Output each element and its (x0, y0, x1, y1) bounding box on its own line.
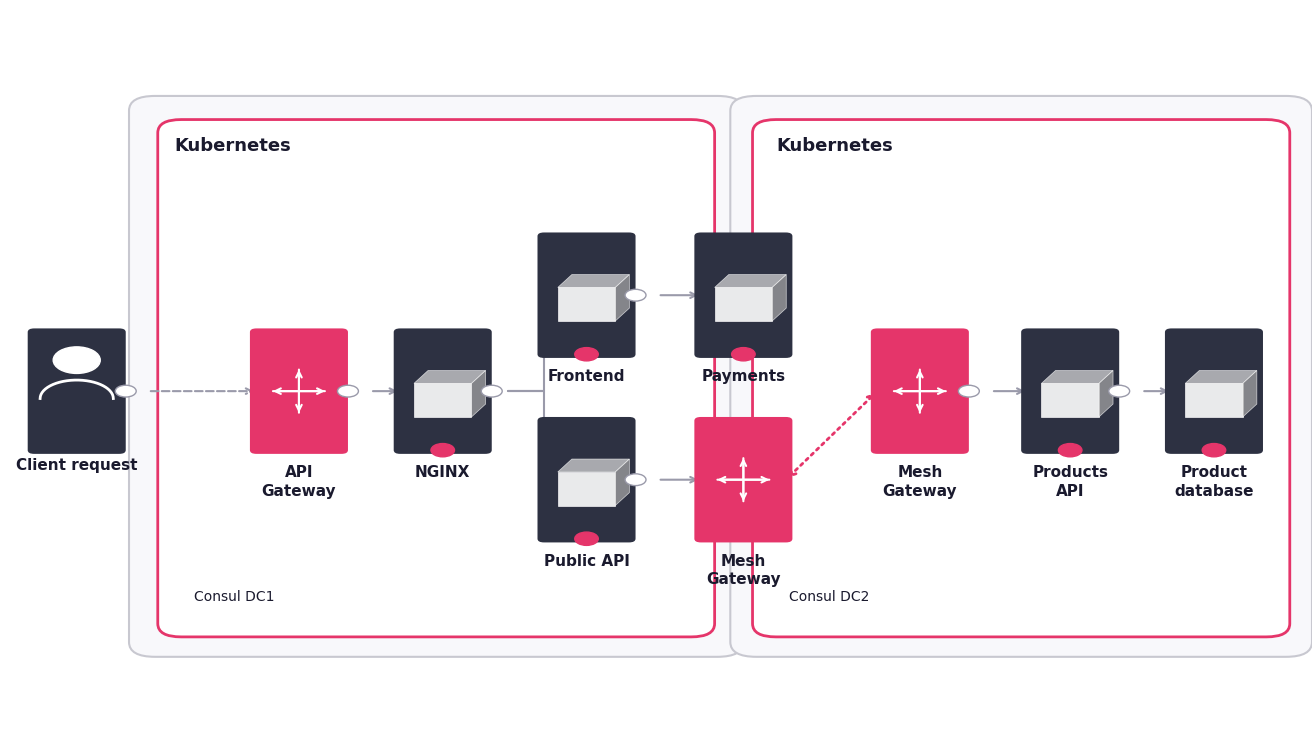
Circle shape (575, 348, 598, 361)
Text: API
Gateway: API Gateway (261, 465, 336, 499)
FancyBboxPatch shape (871, 328, 968, 454)
FancyBboxPatch shape (694, 232, 792, 358)
Circle shape (1059, 444, 1082, 457)
Circle shape (625, 289, 646, 301)
Text: Kubernetes: Kubernetes (174, 137, 291, 155)
Polygon shape (558, 288, 615, 321)
Circle shape (54, 347, 100, 373)
Text: Products
API: Products API (1033, 465, 1109, 499)
Circle shape (732, 348, 756, 361)
Circle shape (337, 385, 358, 397)
Polygon shape (471, 370, 485, 417)
Polygon shape (1185, 370, 1257, 384)
FancyBboxPatch shape (538, 232, 635, 358)
Circle shape (115, 385, 136, 397)
Circle shape (430, 444, 454, 457)
FancyBboxPatch shape (129, 96, 744, 657)
FancyBboxPatch shape (1021, 328, 1119, 454)
Circle shape (482, 385, 502, 397)
FancyBboxPatch shape (157, 120, 715, 637)
FancyBboxPatch shape (1165, 328, 1263, 454)
Polygon shape (1099, 370, 1113, 417)
Polygon shape (1042, 370, 1113, 384)
Text: Consul DC2: Consul DC2 (789, 590, 870, 604)
Polygon shape (558, 472, 615, 506)
Polygon shape (415, 384, 471, 417)
Polygon shape (615, 275, 630, 321)
Polygon shape (558, 459, 630, 472)
Text: Consul DC1: Consul DC1 (194, 590, 276, 604)
Polygon shape (715, 275, 786, 288)
Polygon shape (773, 275, 786, 321)
Text: Mesh
Gateway: Mesh Gateway (883, 465, 958, 499)
Polygon shape (615, 459, 630, 506)
Polygon shape (1042, 384, 1099, 417)
Text: Public API: Public API (543, 554, 630, 568)
Circle shape (1109, 385, 1130, 397)
Circle shape (1202, 444, 1225, 457)
FancyBboxPatch shape (249, 328, 348, 454)
Polygon shape (1242, 370, 1257, 417)
FancyBboxPatch shape (753, 120, 1290, 637)
Text: Frontend: Frontend (548, 369, 626, 384)
Circle shape (625, 474, 646, 486)
Polygon shape (558, 275, 630, 288)
Text: Payments: Payments (702, 369, 786, 384)
Text: NGINX: NGINX (415, 465, 471, 480)
FancyBboxPatch shape (694, 417, 792, 542)
Text: Product
database: Product database (1174, 465, 1254, 499)
FancyBboxPatch shape (538, 417, 635, 542)
Text: Client request: Client request (16, 458, 138, 472)
Polygon shape (415, 370, 485, 384)
Circle shape (958, 385, 979, 397)
Circle shape (575, 532, 598, 545)
FancyBboxPatch shape (731, 96, 1312, 657)
FancyBboxPatch shape (28, 328, 126, 454)
Polygon shape (1185, 384, 1242, 417)
Text: Kubernetes: Kubernetes (777, 137, 892, 155)
Text: Mesh
Gateway: Mesh Gateway (706, 554, 781, 587)
FancyBboxPatch shape (394, 328, 492, 454)
Polygon shape (715, 288, 773, 321)
